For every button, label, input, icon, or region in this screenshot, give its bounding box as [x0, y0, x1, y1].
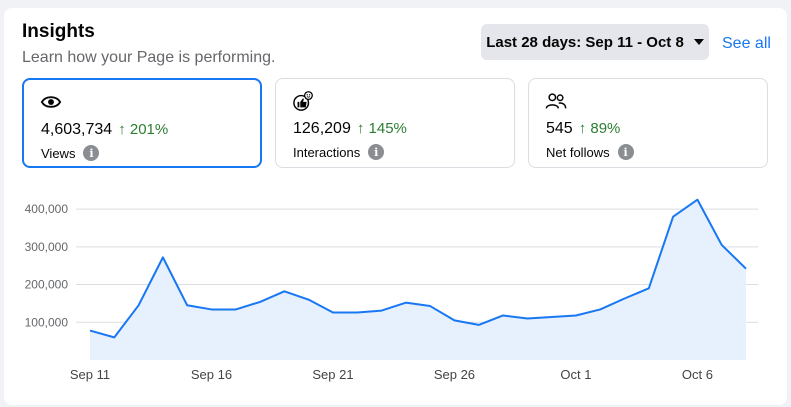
- metric-change: ↑ 89%: [578, 120, 621, 137]
- people-icon: [545, 93, 567, 109]
- metric-card-interactions[interactable]: 126,209 ↑ 145% Interactions i: [275, 78, 515, 168]
- series-line-views: [89, 198, 747, 339]
- metric-value-row: 545 ↑ 89%: [546, 120, 620, 138]
- y-tick-label: 300,000: [25, 240, 69, 254]
- x-tick-label: Sep 21: [312, 367, 353, 382]
- metric-value-row: 4,603,734 ↑ 201%: [41, 121, 168, 139]
- x-tick-label: Oct 6: [682, 367, 713, 382]
- metric-change: ↑ 145%: [356, 120, 407, 137]
- metric-label: Views: [41, 145, 76, 161]
- metric-value-row: 126,209 ↑ 145%: [293, 120, 407, 138]
- metric-label-row: Interactions i: [293, 144, 385, 160]
- caret-down-icon: [693, 39, 704, 45]
- x-tick-label: Sep 11: [70, 367, 110, 382]
- metric-value: 4,603,734: [41, 121, 113, 138]
- metric-value: 545: [546, 120, 573, 137]
- metric-value: 126,209: [293, 120, 351, 137]
- y-tick-label: 100,000: [25, 315, 69, 329]
- metric-label: Interactions: [293, 144, 361, 160]
- info-icon[interactable]: i: [83, 145, 100, 161]
- metric-card-net-follows[interactable]: 545 ↑ 89% Net follows i: [528, 78, 768, 168]
- metric-card-views[interactable]: 4,603,734 ↑ 201% Views i: [22, 78, 262, 168]
- x-tick-label: Sep 16: [191, 367, 232, 382]
- page-subtitle: Learn how your Page is performing.: [22, 49, 276, 66]
- views-chart: 100,000 200,000 300,000 400,000 Sep 11 Sep 16…: [25, 198, 758, 382]
- y-tick-label: 200,000: [25, 278, 69, 292]
- x-tick-label: Sep 26: [434, 367, 475, 382]
- date-range-dropdown[interactable]: Last 28 days: Sep 11 - Oct 8: [481, 24, 709, 60]
- series-area-fill: [90, 199, 746, 360]
- metric-label-row: Net follows i: [546, 144, 634, 160]
- thumbs-up-icon: [293, 91, 313, 111]
- eye-icon: [40, 96, 62, 108]
- see-all-link[interactable]: See all: [722, 35, 771, 52]
- y-tick-label: 400,000: [25, 202, 69, 216]
- page-title: Insights: [22, 21, 95, 42]
- insights-card: Insights Learn how your Page is performi…: [4, 8, 787, 405]
- metric-label: Net follows: [546, 144, 610, 160]
- metric-label-row: Views i: [41, 145, 100, 161]
- x-tick-label: Oct 1: [560, 367, 591, 382]
- info-icon[interactable]: i: [368, 144, 385, 160]
- info-icon[interactable]: i: [617, 144, 634, 160]
- date-range-label: Last 28 days: Sep 11 - Oct 8: [486, 33, 684, 51]
- metric-change: ↑ 201%: [118, 121, 169, 138]
